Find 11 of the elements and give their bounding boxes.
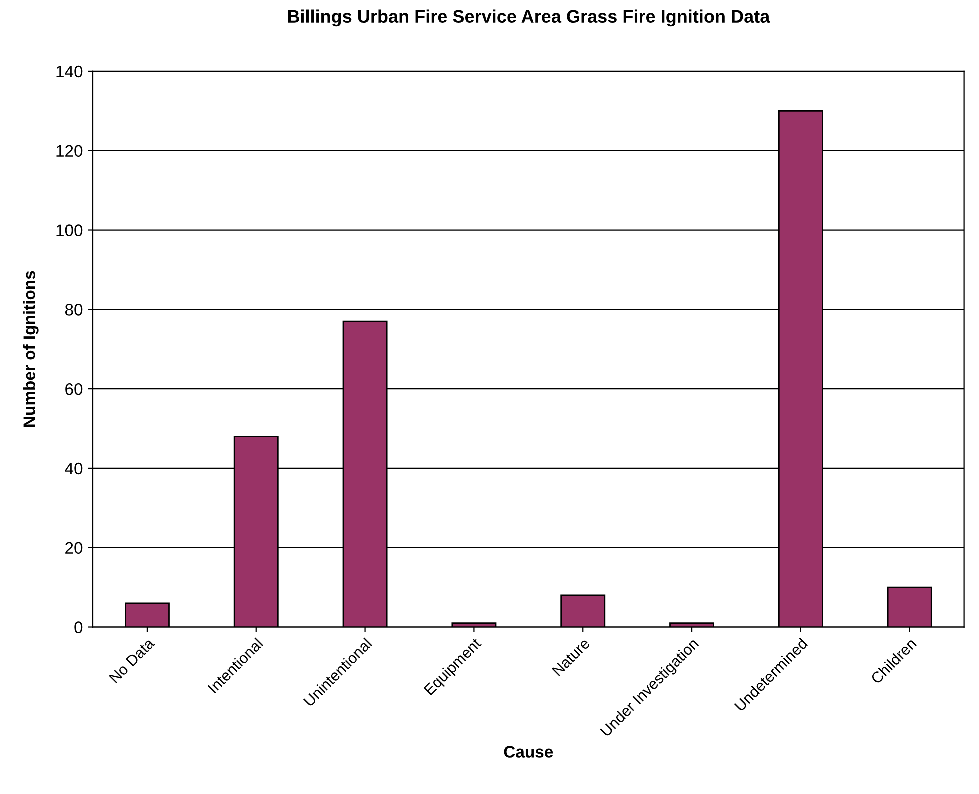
y-tick-label: 0 <box>74 622 83 634</box>
y-tick-label: 40 <box>65 462 83 475</box>
y-tick-label: 60 <box>66 383 83 396</box>
x-axis-title: Cause <box>504 746 554 758</box>
y-tick-label: 80 <box>65 304 83 316</box>
y-tick-label: 140 <box>56 66 83 78</box>
y-axis-title: Number of Ignitions <box>23 271 39 427</box>
y-tick-label: 100 <box>56 224 83 236</box>
y-tick-label: 120 <box>56 145 83 158</box>
chart-title: Billings Urban Fire Service Area Grass Fire Ignition Data <box>288 10 770 27</box>
y-tick-label: 20 <box>66 542 83 554</box>
